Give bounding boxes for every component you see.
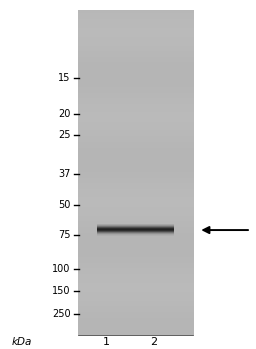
Text: kDa: kDa (12, 337, 32, 347)
Text: 2: 2 (150, 337, 157, 347)
Text: 25: 25 (58, 129, 70, 140)
Text: 250: 250 (52, 309, 70, 319)
Text: 1: 1 (103, 337, 110, 347)
Bar (78, 10, 193, 335)
Text: 37: 37 (58, 169, 70, 179)
Text: 15: 15 (58, 73, 70, 83)
Text: 150: 150 (52, 287, 70, 296)
Text: 50: 50 (58, 200, 70, 210)
Text: 20: 20 (58, 109, 70, 119)
Text: 100: 100 (52, 264, 70, 274)
Text: 75: 75 (58, 230, 70, 239)
